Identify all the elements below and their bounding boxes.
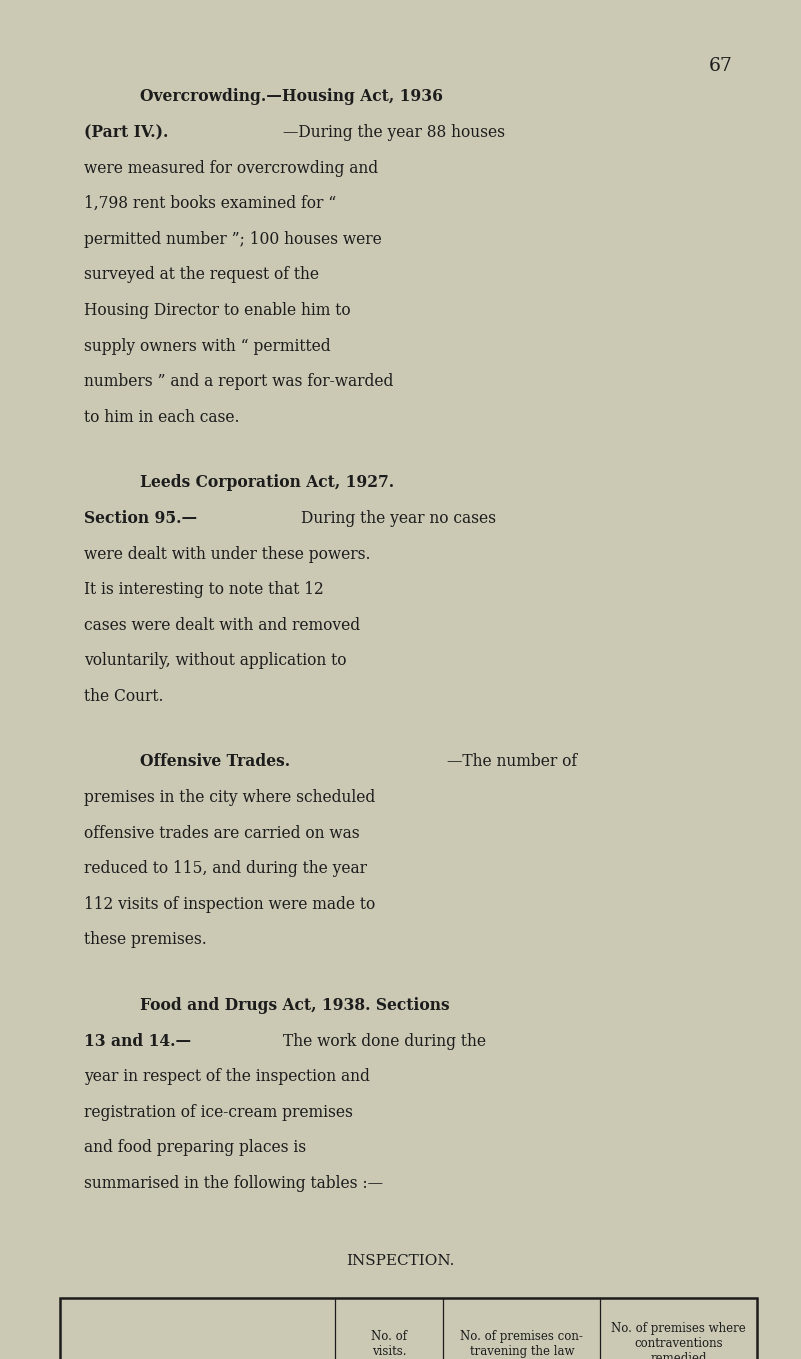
Text: During the year no cases: During the year no cases [301, 510, 496, 527]
Text: —The number of: —The number of [448, 753, 578, 771]
Text: 1,798 rent books examined for “: 1,798 rent books examined for “ [84, 196, 336, 212]
Text: were measured for overcrowding and: were measured for overcrowding and [84, 159, 378, 177]
Text: permitted number ”; 100 houses were: permitted number ”; 100 houses were [84, 231, 382, 247]
Bar [60, 1298, 757, 1359]
Text: were dealt with under these powers.: were dealt with under these powers. [84, 545, 371, 563]
Text: these premises.: these premises. [84, 931, 207, 949]
Text: 112 visits of inspection were made to: 112 visits of inspection were made to [84, 896, 376, 913]
Text: Overcrowding.—Housing Act, 1936: Overcrowding.—Housing Act, 1936 [140, 88, 443, 106]
Text: INSPECTION.: INSPECTION. [346, 1254, 455, 1268]
Text: reduced to 115, and during the year: reduced to 115, and during the year [84, 860, 367, 878]
Text: offensive trades are carried on was: offensive trades are carried on was [84, 825, 360, 841]
Text: —During the year 88 houses: —During the year 88 houses [283, 124, 505, 141]
Text: Section 95.—: Section 95.— [84, 510, 197, 527]
Text: (Part IV.).: (Part IV.). [84, 124, 168, 141]
Text: registration of ice-cream premises: registration of ice-cream premises [84, 1104, 353, 1121]
Text: voluntarily, without application to: voluntarily, without application to [84, 652, 347, 670]
Text: to him in each case.: to him in each case. [84, 409, 239, 425]
Text: Food and Drugs Act, 1938. Sections: Food and Drugs Act, 1938. Sections [140, 998, 450, 1014]
Text: premises in the city where scheduled: premises in the city where scheduled [84, 790, 376, 806]
Text: Housing Director to enable him to: Housing Director to enable him to [84, 302, 351, 319]
Text: the Court.: the Court. [84, 688, 163, 705]
Text: No. of
visits.: No. of visits. [372, 1329, 408, 1358]
Text: No. of premises where
contraventions
remedied: No. of premises where contraventions rem… [611, 1322, 746, 1359]
Text: and food preparing places is: and food preparing places is [84, 1139, 306, 1157]
Text: Leeds Corporation Act, 1927.: Leeds Corporation Act, 1927. [140, 474, 394, 492]
Text: summarised in the following tables :—: summarised in the following tables :— [84, 1176, 383, 1192]
Text: It is interesting to note that 12: It is interesting to note that 12 [84, 582, 324, 598]
Text: surveyed at the request of the: surveyed at the request of the [84, 266, 319, 284]
Text: No. of premises con-
travening the law: No. of premises con- travening the law [461, 1329, 583, 1358]
Text: year in respect of the inspection and: year in respect of the inspection and [84, 1068, 370, 1086]
Text: cases were dealt with and removed: cases were dealt with and removed [84, 617, 360, 633]
Text: 67: 67 [709, 57, 733, 75]
Text: supply owners with “ permitted: supply owners with “ permitted [84, 337, 331, 355]
Text: numbers ” and a report was for­warded: numbers ” and a report was for­warded [84, 374, 393, 390]
Text: Offensive Trades.: Offensive Trades. [140, 753, 290, 771]
Text: The work done during the: The work done during the [283, 1033, 486, 1049]
Text: 13 and 14.—: 13 and 14.— [84, 1033, 191, 1049]
